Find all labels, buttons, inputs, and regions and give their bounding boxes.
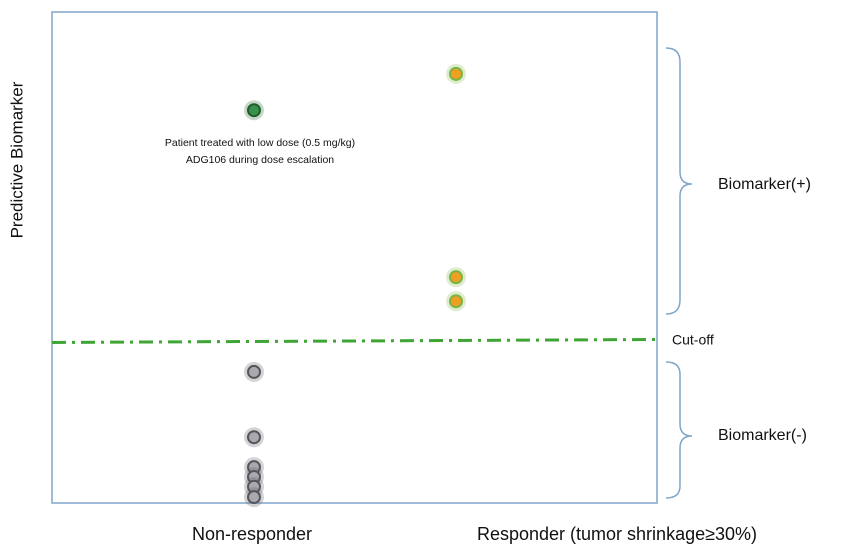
data-point: [449, 294, 463, 309]
data-point: [247, 103, 261, 118]
data-point: [449, 66, 463, 81]
cutoff-line: [51, 337, 662, 344]
data-point: [247, 490, 261, 505]
group-label: Biomarker(+): [718, 176, 811, 193]
plot-frame: [51, 11, 658, 504]
data-point: [449, 270, 463, 285]
data-point: [247, 430, 261, 445]
x-category-label: Responder (tumor shrinkage≥30%): [477, 524, 757, 544]
group-label: Biomarker(-): [718, 427, 807, 444]
cutoff-label: Cut-off: [672, 332, 714, 348]
bracket: [665, 47, 693, 315]
annotation: Patient treated with low dose (0.5 mg/kg…: [165, 137, 355, 149]
annotation: ADG106 during dose escalation: [186, 154, 334, 166]
y-axis-label: Predictive Biomarker: [7, 81, 26, 238]
x-category-label: Non-responder: [192, 524, 312, 544]
data-point: [247, 364, 261, 379]
bracket: [665, 361, 693, 499]
